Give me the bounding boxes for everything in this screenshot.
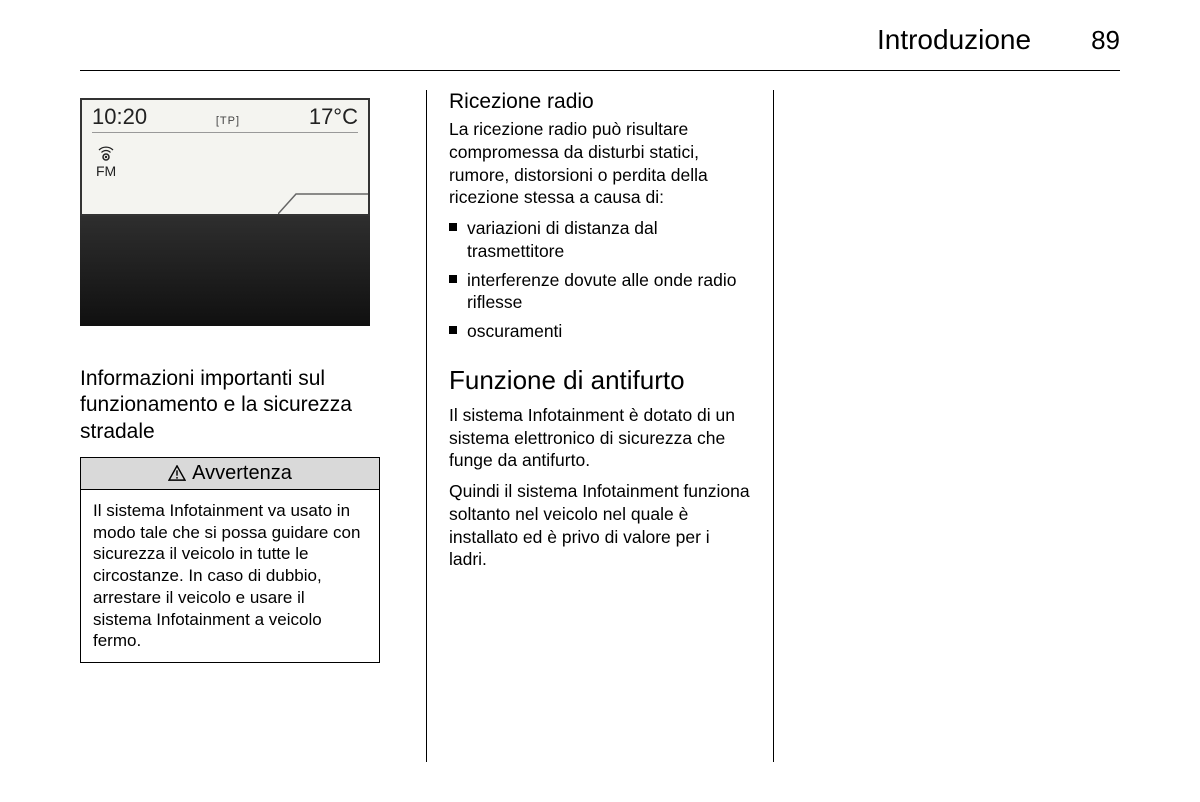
warning-body-text: Il sistema Infotainment va usato in modo…: [81, 490, 379, 662]
warning-triangle-icon: [168, 465, 186, 481]
column-2: Ricezione radio La ricezione radio può r…: [427, 90, 773, 762]
header: Introduzione 89: [877, 24, 1120, 56]
header-title: Introduzione: [877, 24, 1031, 56]
display-screen: 10:20 [TP] 17°C FM: [80, 98, 370, 216]
warning-header: Avvertenza: [81, 458, 379, 490]
warning-box: Avvertenza Il sistema Infotainment va us…: [80, 457, 380, 663]
bullet-item: interferenze dovute alle onde radio rifl…: [449, 269, 751, 315]
display-time: 10:20: [92, 104, 147, 130]
page-number: 89: [1091, 25, 1120, 56]
bullet-item: oscuramenti: [449, 320, 751, 343]
display-tab-cut: [278, 192, 368, 214]
column-1: 10:20 [TP] 17°C FM: [80, 90, 426, 762]
display-status-bar: 10:20 [TP] 17°C: [92, 104, 358, 133]
bullet-list: variazioni di distanza dal trasmettitore…: [449, 217, 751, 343]
display-bezel: [80, 216, 370, 326]
display-temperature: 17°C: [309, 104, 358, 130]
heading-antifurto: Funzione di antifurto: [449, 365, 751, 396]
warning-title: Avvertenza: [192, 462, 292, 485]
radio-display-figure: 10:20 [TP] 17°C FM: [80, 98, 370, 326]
para-ricezione: La ricezione radio può risultare comprom…: [449, 118, 751, 209]
section-subheading: Informazioni importanti sul funzionament…: [80, 366, 410, 445]
radio-antenna-icon: [96, 143, 358, 163]
display-tp-indicator: [TP]: [216, 115, 240, 127]
content-columns: 10:20 [TP] 17°C FM: [80, 90, 1120, 762]
heading-ricezione: Ricezione radio: [449, 90, 751, 114]
para-antifurto-1: Il sistema Infotainment è dotato di un s…: [449, 404, 751, 472]
bullet-item: variazioni di distanza dal trasmettitore: [449, 217, 751, 263]
header-rule: [80, 70, 1120, 71]
column-3: [774, 90, 1120, 762]
display-band-label: FM: [96, 163, 358, 179]
para-antifurto-2: Quindi il sistema Infotainment funziona …: [449, 480, 751, 571]
